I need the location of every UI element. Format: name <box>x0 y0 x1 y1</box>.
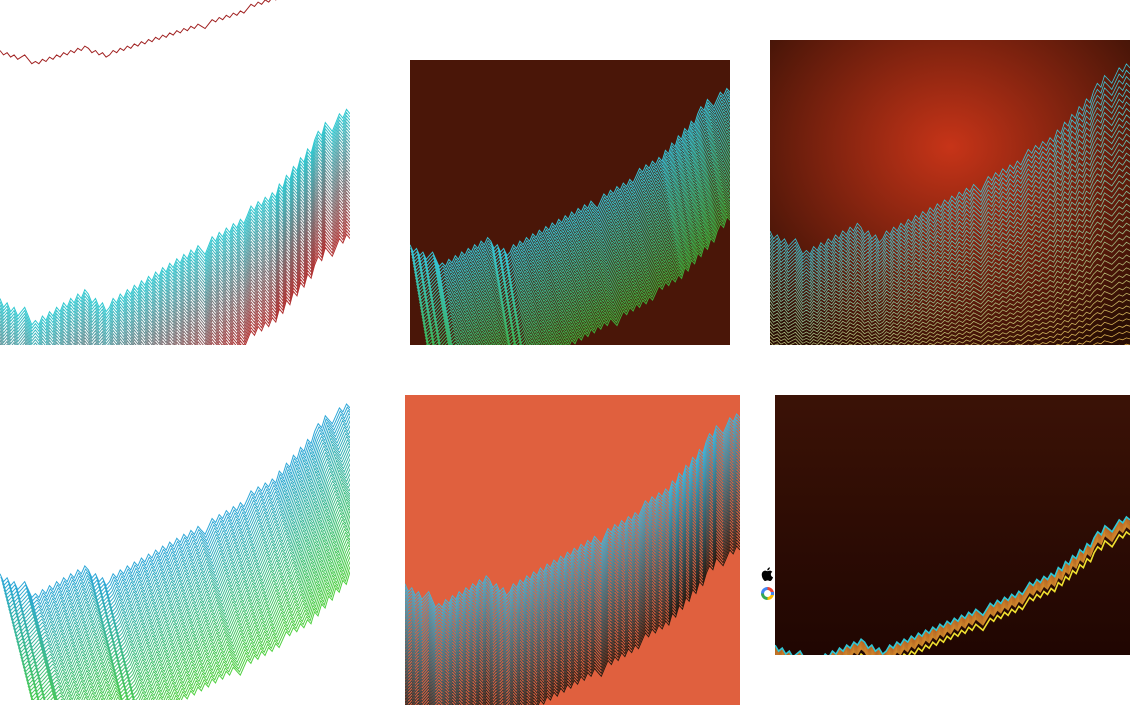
legend-item-apple <box>761 567 774 581</box>
panel-5 <box>405 395 740 705</box>
apple-icon <box>761 567 773 581</box>
panel-2 <box>410 60 730 345</box>
panel-6 <box>775 395 1130 655</box>
google-icon <box>761 587 774 600</box>
panel-4 <box>0 390 350 700</box>
legend <box>761 567 774 600</box>
panel-1 <box>0 0 350 345</box>
legend-item-google <box>761 587 774 600</box>
panel-3 <box>770 40 1130 345</box>
